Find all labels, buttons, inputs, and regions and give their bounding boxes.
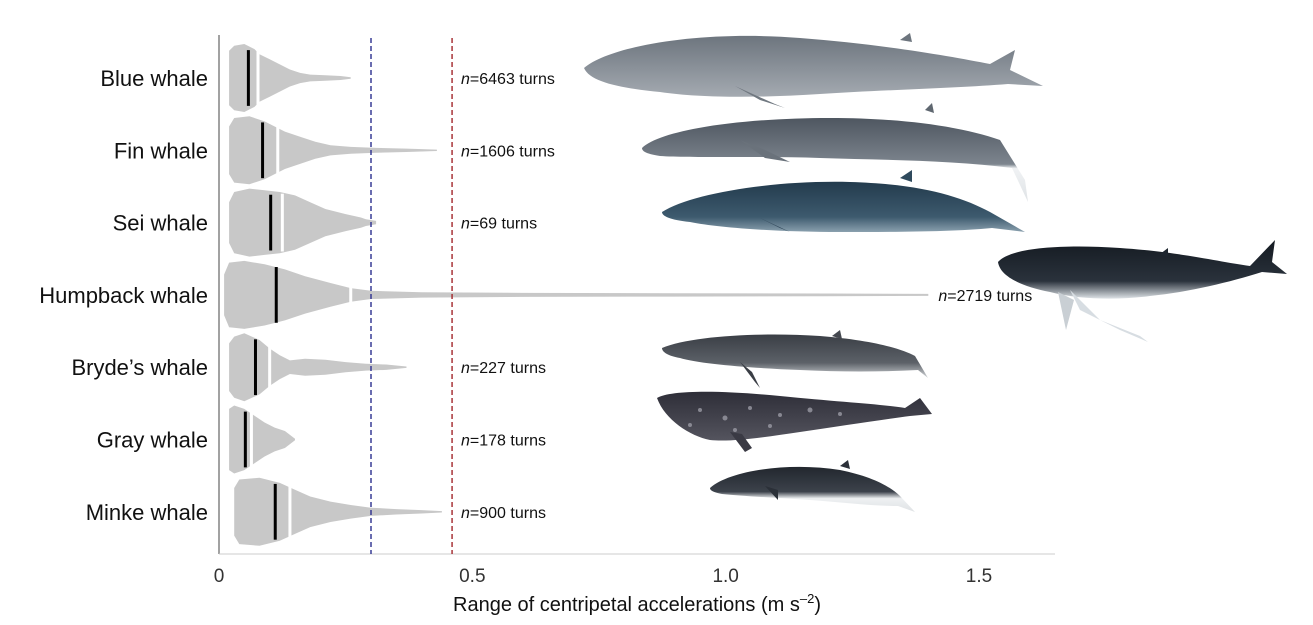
n-label-gray-whale: n=178 turns: [461, 433, 546, 450]
category-label-blue-whale: Blue whale: [100, 66, 208, 91]
n-symbol: n: [938, 288, 947, 305]
n-count-humpback-whale: =2719 turns: [947, 288, 1032, 305]
category-label-minke-whale: Minke whale: [86, 500, 208, 525]
blue-whale-illustration: [584, 33, 1043, 108]
minke-whale-illustration: [710, 460, 915, 512]
sei-whale-illustration: [662, 170, 1025, 236]
n-label-minke-whale: n=900 turns: [461, 505, 546, 522]
n-symbol: n: [461, 216, 470, 233]
n-label-bryde-s-whale: n=227 turns: [461, 360, 546, 377]
violin-fin-whale: [229, 116, 437, 185]
x-axis-title-close: ): [814, 594, 821, 616]
violin-humpback-whale: [224, 260, 929, 329]
violin-bryde-s-whale: [229, 333, 407, 402]
reference-lines: [370, 38, 453, 554]
violin-sei-whale: [229, 188, 377, 257]
n-label-sei-whale: n=69 turns: [461, 216, 537, 233]
n-count-fin-whale: =1606 turns: [470, 143, 555, 160]
whale-illustrations: [584, 33, 1287, 512]
category-label-sei-whale: Sei whale: [113, 211, 208, 236]
n-symbol: n: [461, 433, 470, 450]
x-axis-title: Range of centripetal accelerations (m s–…: [453, 591, 821, 616]
n-symbol: n: [461, 143, 470, 160]
violin-plots: [224, 44, 929, 546]
violin-minke-whale: [234, 477, 442, 546]
x-tick-label-1: 0.5: [459, 566, 485, 587]
n-label-fin-whale: n=1606 turns: [461, 143, 555, 160]
category-label-gray-whale: Gray whale: [97, 428, 208, 453]
n-count-bryde-s-whale: =227 turns: [470, 360, 546, 377]
category-label-fin-whale: Fin whale: [114, 138, 208, 163]
fin-whale-illustration: [642, 103, 1028, 202]
x-tick-label-0: 0: [214, 566, 225, 587]
n-count-minke-whale: =900 turns: [470, 505, 546, 522]
n-label-blue-whale: n=6463 turns: [461, 71, 555, 88]
x-tick-label-3: 1.5: [966, 566, 992, 587]
n-count-blue-whale: =6463 turns: [470, 71, 555, 88]
category-labels: Blue whale Fin whale Sei whale Humpback wha…: [39, 66, 208, 525]
n-count-sei-whale: =69 turns: [470, 216, 537, 233]
n-count-gray-whale: =178 turns: [470, 433, 546, 450]
brydes-whale-illustration: [662, 330, 928, 388]
category-label-bryde-s-whale: Bryde’s whale: [71, 355, 208, 380]
humpback-whale-illustration: [998, 240, 1287, 342]
n-symbol: n: [461, 360, 470, 377]
violin-gray-whale: [229, 405, 295, 474]
gray-whale-illustration: [657, 391, 932, 452]
category-label-humpback-whale: Humpback whale: [39, 283, 208, 308]
x-tick-label-2: 1.0: [712, 566, 738, 587]
x-axis-title-text: Range of centripetal accelerations (m s: [453, 594, 800, 616]
n-symbol: n: [461, 505, 470, 522]
n-label-humpback-whale: n=2719 turns: [938, 288, 1032, 305]
x-axis-title-exponent: –2: [800, 591, 814, 606]
x-ticks: 0 0.5 1.0 1.5: [214, 566, 993, 587]
n-symbol: n: [461, 71, 470, 88]
